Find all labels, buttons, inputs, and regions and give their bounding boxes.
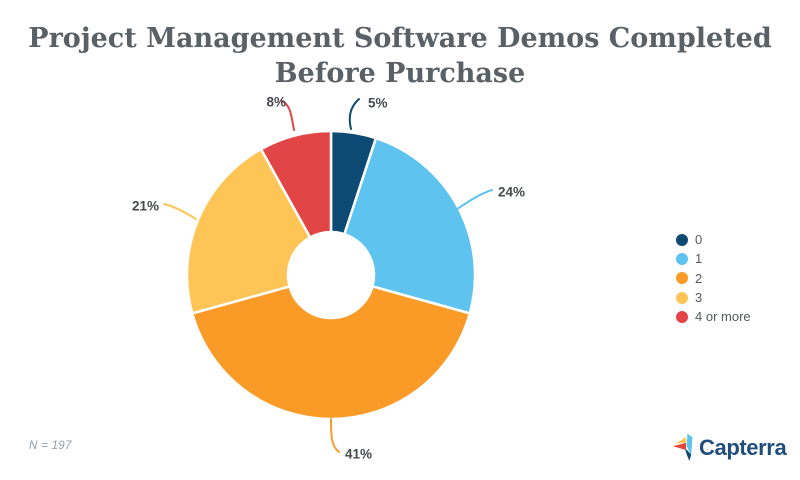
legend-label: 2 xyxy=(695,270,703,286)
percent-label-1: 24% xyxy=(498,184,526,200)
legend-swatch-icon xyxy=(676,252,688,265)
percent-label-2: 41% xyxy=(345,446,373,462)
legend-swatch-icon xyxy=(676,310,688,323)
chart-legend: 0 1 2 3 4 or more xyxy=(676,230,751,326)
capterra-logo: Capterra xyxy=(673,433,787,462)
legend-swatch-icon xyxy=(676,272,688,285)
percent-label-0: 5% xyxy=(368,95,388,111)
leader-line-2 xyxy=(330,418,340,453)
leader-line-1 xyxy=(452,189,493,213)
legend-item-4-or-more: 4 or more xyxy=(676,307,751,326)
percent-label-3: 21% xyxy=(131,198,159,214)
capterra-logo-icon xyxy=(673,433,693,461)
legend-item-2: 2 xyxy=(676,269,751,288)
legend-label: 3 xyxy=(695,290,703,306)
legend-item-0: 0 xyxy=(676,230,751,249)
leader-line-0 xyxy=(348,98,360,130)
chart-title-line-1: Project Management Software Demos Comple… xyxy=(28,23,772,54)
pie-slice-3 xyxy=(185,147,312,315)
pie-slice-4-or-more xyxy=(259,129,333,239)
capterra-wordmark: Capterra xyxy=(699,435,787,460)
leader-line-3 xyxy=(163,203,197,220)
legend-label: 1 xyxy=(695,251,703,267)
leader-line-4-or-more xyxy=(281,100,295,131)
legend-item-3: 3 xyxy=(676,288,751,307)
chart-title: Project Management Software Demos Comple… xyxy=(0,21,800,91)
percent-label-4-or-more: 8% xyxy=(266,94,286,110)
legend-swatch-icon xyxy=(676,291,688,304)
pie-slice-1 xyxy=(343,136,477,315)
sample-size-note: N = 197 xyxy=(29,440,72,452)
legend-item-1: 1 xyxy=(676,249,751,268)
legend-label: 4 or more xyxy=(695,309,751,325)
chart-title-line-2: Before Purchase xyxy=(274,58,526,89)
legend-swatch-icon xyxy=(676,233,688,246)
pie-slice-2 xyxy=(190,285,472,421)
legend-label: 0 xyxy=(695,232,703,248)
